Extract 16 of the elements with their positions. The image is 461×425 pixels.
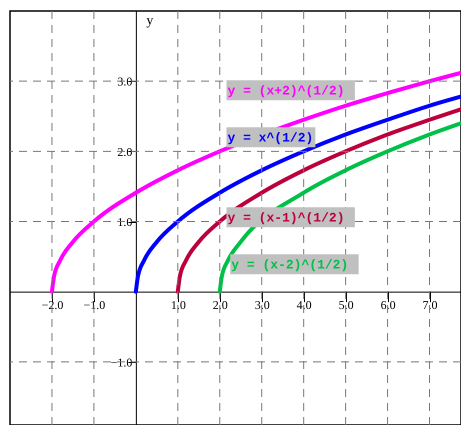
x-tick-label: 7.0 — [422, 298, 438, 312]
series-label: y = (x-1)^(1/2) — [227, 210, 345, 226]
line-series — [176, 107, 461, 294]
x-tick-label: 4.0 — [296, 298, 312, 312]
x-tick-label: −2.0 — [42, 298, 64, 312]
line-series — [218, 121, 461, 294]
series-label: y = (x+2)^(1/2) — [227, 83, 345, 98]
x-tick-label: 2.0 — [212, 298, 228, 312]
y-axis-title: y — [146, 14, 154, 28]
series-label: y = (x-2)^(1/2) — [231, 257, 348, 272]
x-tick-label: 5.0 — [338, 298, 354, 312]
x-tick-label: 6.0 — [380, 298, 396, 312]
x-tick-label: 3.0 — [254, 298, 270, 312]
y-tick-label: 2.0 — [117, 144, 132, 159]
x-tick-label: 1.0 — [170, 298, 186, 312]
series-label: y = x^(1/2) — [227, 130, 314, 146]
